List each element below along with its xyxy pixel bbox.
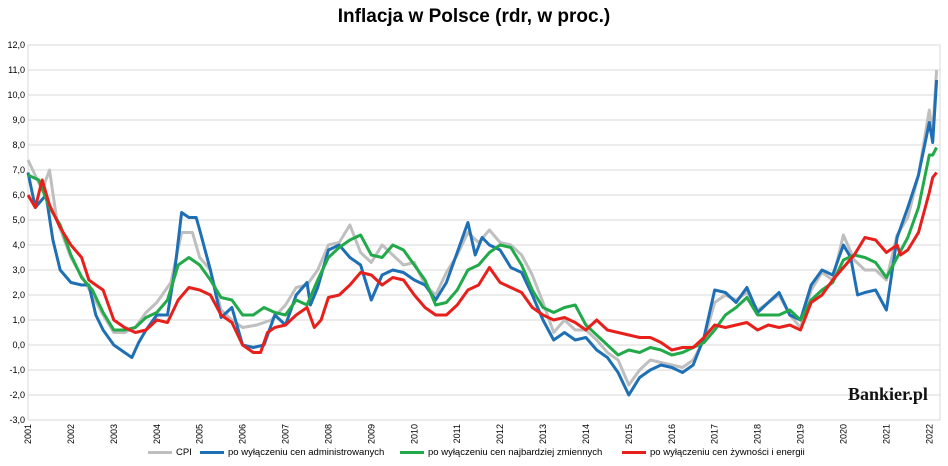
- x-tick-label: 2003: [109, 424, 119, 444]
- x-tick-label: 2012: [495, 424, 505, 444]
- y-tick-label: 11,0: [8, 65, 25, 75]
- series-lines: [26, 69, 939, 397]
- x-tick-label: 2013: [538, 424, 548, 444]
- legend: CPI po wyłączeniu cen administrowanych p…: [0, 447, 948, 461]
- x-tick-label: 2022: [924, 424, 934, 444]
- y-tick-label: 9,0: [12, 115, 25, 125]
- legend-swatch-cpi: [148, 451, 172, 454]
- x-tick-label: 2014: [581, 424, 591, 444]
- y-tick-label: 12,0: [7, 40, 25, 50]
- series-line-2: [27, 146, 938, 357]
- legend-label-administered: po wyłączeniu cen administrowanych: [228, 447, 385, 458]
- x-tick-label: 2021: [881, 424, 891, 444]
- y-tick-label: -3,0: [9, 415, 25, 425]
- y-tick-label: 2,0: [12, 290, 25, 300]
- x-tick-label: 2010: [409, 424, 419, 444]
- legend-item-administered: po wyłączeniu cen administrowanych: [200, 447, 384, 458]
- legend-label-volatile: po wyłączeniu cen najbardziej zmiennych: [428, 447, 603, 458]
- y-tick-label: 1,0: [12, 315, 25, 325]
- legend-item-food-energy: po wyłączeniu cen żywności i energii: [622, 447, 805, 458]
- legend-label-cpi: CPI: [176, 447, 192, 458]
- y-tick-label: -1,0: [9, 365, 25, 375]
- y-tick-label: 7,0: [12, 165, 25, 175]
- x-tick-label: 2005: [195, 424, 205, 444]
- series-line-3: [26, 171, 938, 354]
- grid-lines: [27, 44, 941, 421]
- y-tick-label: 8,0: [12, 140, 25, 150]
- bankier-logo: Bankier.pl: [848, 384, 928, 404]
- y-tick-label: 3,0: [12, 265, 25, 275]
- x-tick-label: 2015: [624, 424, 634, 444]
- series-line-0: [26, 69, 939, 387]
- x-tick-label: 2016: [667, 424, 677, 444]
- y-tick-label: 10,0: [7, 90, 25, 100]
- x-tick-label: 2006: [238, 424, 248, 444]
- legend-swatch-administered: [200, 451, 224, 454]
- y-axis-ticks: -3,0 -2,0 -1,0 0,0 1,0 2,0 3,0 4,0 5,0 6,0 7,0 8,0 9…: [7, 40, 25, 425]
- chart-title: Inflacja w Polsce (rdr, w proc.): [337, 6, 611, 27]
- y-tick-label: 5,0: [12, 215, 25, 225]
- x-tick-label: 2007: [281, 424, 291, 444]
- x-tick-label: 2018: [753, 424, 763, 444]
- x-tick-label: 2019: [796, 424, 806, 444]
- x-tick-label: 2008: [323, 424, 333, 444]
- x-tick-label: 2011: [452, 424, 462, 443]
- x-axis-ticks: 2001 2002 2003 2004 2005 2006 2007 2008 2009 2010…: [23, 424, 934, 444]
- legend-swatch-volatile: [400, 451, 424, 454]
- legend-item-cpi: CPI: [148, 447, 192, 458]
- line-chart: -3,0 -2,0 -1,0 0,0 1,0 2,0 3,0 4,0 5,0 6,0 7,0 8,0 9…: [7, 40, 941, 444]
- y-tick-label: 0,0: [12, 340, 25, 350]
- legend-item-volatile: po wyłączeniu cen najbardziej zmiennych: [400, 447, 602, 458]
- x-tick-label: 2001: [23, 424, 33, 444]
- y-tick-label: 4,0: [12, 240, 25, 250]
- y-tick-label: 6,0: [12, 190, 25, 200]
- x-tick-label: 2020: [838, 424, 848, 444]
- legend-label-food-energy: po wyłączeniu cen żywności i energii: [650, 447, 805, 458]
- x-tick-label: 2009: [366, 424, 376, 444]
- plot-frame: [27, 44, 941, 421]
- legend-swatch-food-energy: [622, 451, 646, 454]
- y-tick-label: -2,0: [9, 390, 25, 400]
- x-tick-label: 2004: [152, 424, 162, 444]
- series-line-1: [26, 79, 939, 397]
- x-tick-label: 2002: [66, 424, 76, 444]
- x-tick-label: 2017: [710, 424, 720, 444]
